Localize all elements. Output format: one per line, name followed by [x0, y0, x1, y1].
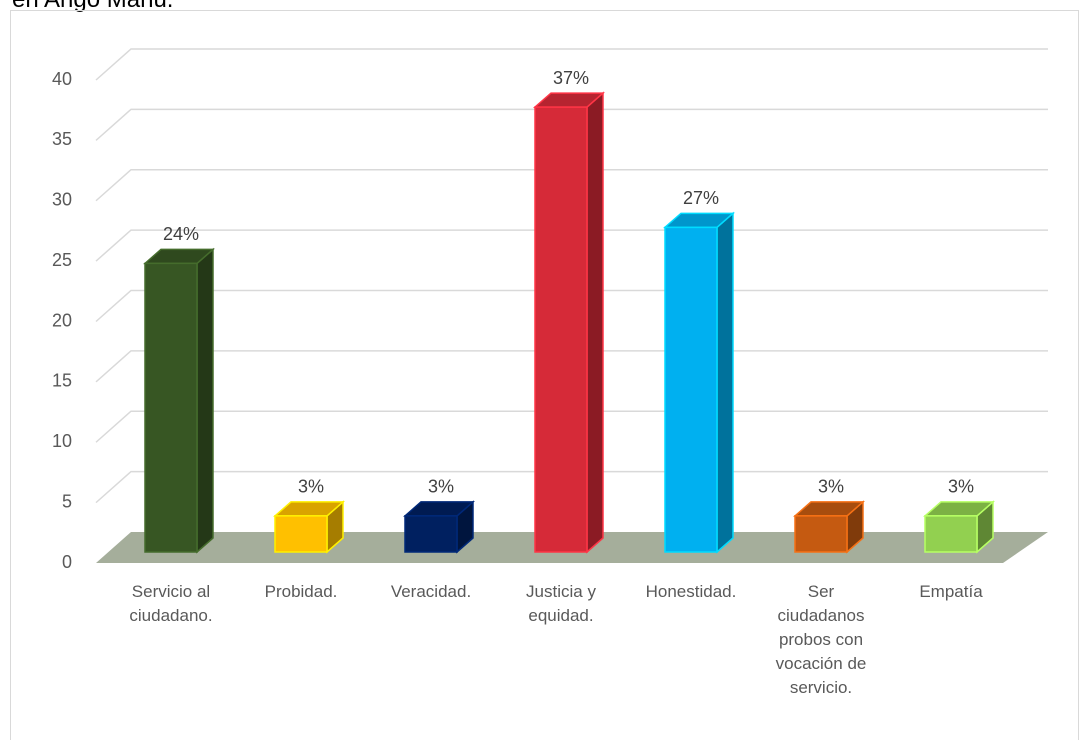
bar-front — [144, 262, 198, 553]
chart-title: en Ango Mañu. — [12, 0, 173, 14]
bar-front — [534, 106, 588, 553]
bar — [533, 91, 605, 554]
data-label: 24% — [163, 224, 199, 244]
bar-side — [716, 211, 734, 554]
grid-line — [95, 350, 1048, 383]
y-tick-label: 10 — [52, 431, 72, 451]
grid-line — [95, 108, 1048, 141]
grid-line — [95, 410, 1048, 443]
y-tick-label: 20 — [52, 310, 72, 330]
grid-line — [95, 470, 1048, 504]
x-tick-label: Ser ciudadanos probos con vocación de se… — [775, 582, 867, 697]
x-tick-label: Empatía — [919, 582, 983, 601]
y-tick-label: 40 — [52, 69, 72, 89]
bar — [143, 247, 215, 554]
y-tick-label: 25 — [52, 250, 72, 270]
bar — [403, 500, 475, 554]
data-label: 27% — [683, 188, 719, 208]
data-label: 3% — [818, 477, 844, 497]
bar — [793, 500, 865, 554]
grid-line — [95, 289, 1048, 323]
x-tick-label: Honestidad. — [645, 582, 737, 601]
bar-front — [404, 515, 458, 553]
x-tick-label: Justicia y equidad. — [526, 582, 596, 625]
x-tick-label: Servicio al ciudadano. — [129, 582, 213, 625]
y-tick-label: 15 — [52, 371, 72, 391]
x-tick-label: Probidad. — [264, 582, 338, 601]
y-tick-label: 0 — [62, 552, 72, 572]
data-label: 3% — [428, 477, 454, 497]
data-label: 37% — [553, 68, 589, 88]
bar-side — [586, 91, 604, 554]
bar — [273, 500, 345, 554]
y-tick-label: 35 — [52, 129, 72, 149]
chart-border — [10, 10, 1079, 740]
grid-line — [95, 48, 1048, 81]
bar-side — [196, 247, 214, 554]
bar — [923, 500, 995, 554]
grid-line — [95, 229, 1048, 262]
bar-front — [664, 226, 718, 553]
bar — [663, 211, 735, 554]
bar-front — [794, 515, 848, 553]
y-tick-label: 5 — [62, 491, 72, 511]
data-label: 3% — [948, 477, 974, 497]
grid-line — [95, 169, 1048, 202]
bar-front — [924, 515, 978, 553]
x-tick-label: Veracidad. — [390, 582, 472, 601]
y-tick-label: 30 — [52, 190, 72, 210]
bar-front — [274, 515, 328, 553]
data-label: 3% — [298, 477, 324, 497]
